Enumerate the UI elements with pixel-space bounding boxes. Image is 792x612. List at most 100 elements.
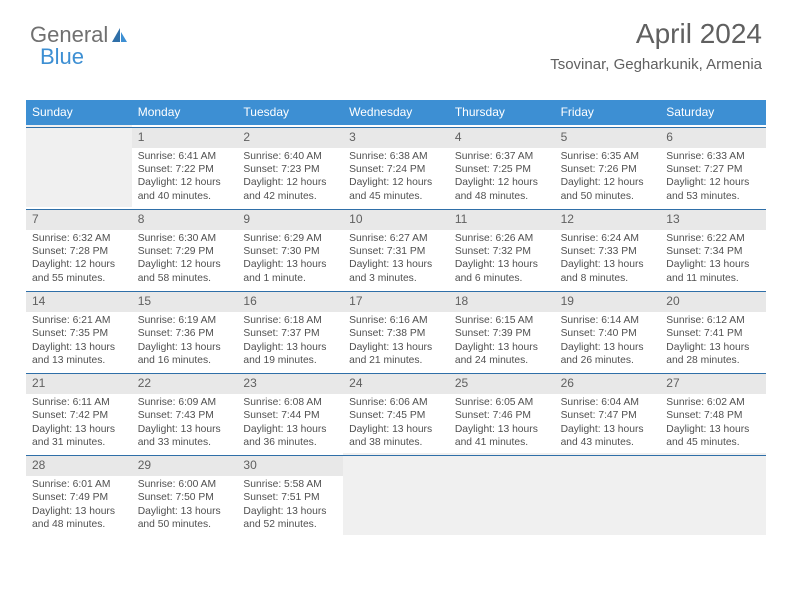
- daylight-text: Daylight: 13 hours: [561, 258, 655, 271]
- empty-cell: [555, 453, 661, 535]
- daylight-text: and 19 minutes.: [243, 354, 337, 367]
- daylight-text: and 38 minutes.: [349, 436, 443, 449]
- daylight-text: and 31 minutes.: [32, 436, 126, 449]
- sunrise-text: Sunrise: 6:37 AM: [455, 150, 549, 163]
- day-number: 18: [449, 291, 555, 312]
- daylight-text: Daylight: 12 hours: [455, 176, 549, 189]
- day-cell: 25Sunrise: 6:05 AMSunset: 7:46 PMDayligh…: [449, 371, 555, 453]
- day-cell: 30Sunrise: 5:58 AMSunset: 7:51 PMDayligh…: [237, 453, 343, 535]
- sunset-text: Sunset: 7:32 PM: [455, 245, 549, 258]
- daylight-text: Daylight: 13 hours: [349, 258, 443, 271]
- day-cell: 29Sunrise: 6:00 AMSunset: 7:50 PMDayligh…: [132, 453, 238, 535]
- sunrise-text: Sunrise: 6:35 AM: [561, 150, 655, 163]
- weekday-header-row: SundayMondayTuesdayWednesdayThursdayFrid…: [26, 100, 766, 125]
- daylight-text: and 13 minutes.: [32, 354, 126, 367]
- day-number: 28: [26, 455, 132, 476]
- day-number: 22: [132, 373, 238, 394]
- day-cell: 8Sunrise: 6:30 AMSunset: 7:29 PMDaylight…: [132, 207, 238, 289]
- sunset-text: Sunset: 7:29 PM: [138, 245, 232, 258]
- day-number: 16: [237, 291, 343, 312]
- daylight-text: Daylight: 12 hours: [243, 176, 337, 189]
- day-number: 8: [132, 209, 238, 230]
- page-header: April 2024 Tsovinar, Gegharkunik, Armeni…: [550, 18, 762, 73]
- daylight-text: Daylight: 12 hours: [32, 258, 126, 271]
- sunset-text: Sunset: 7:28 PM: [32, 245, 126, 258]
- weekday-header: Friday: [555, 100, 661, 125]
- sunset-text: Sunset: 7:40 PM: [561, 327, 655, 340]
- daylight-text: and 21 minutes.: [349, 354, 443, 367]
- day-cell: 16Sunrise: 6:18 AMSunset: 7:37 PMDayligh…: [237, 289, 343, 371]
- day-cell: 21Sunrise: 6:11 AMSunset: 7:42 PMDayligh…: [26, 371, 132, 453]
- weekday-header: Saturday: [660, 100, 766, 125]
- sunrise-text: Sunrise: 6:04 AM: [561, 396, 655, 409]
- sunset-text: Sunset: 7:34 PM: [666, 245, 760, 258]
- sunset-text: Sunset: 7:26 PM: [561, 163, 655, 176]
- day-number: 5: [555, 127, 661, 148]
- day-cell: 11Sunrise: 6:26 AMSunset: 7:32 PMDayligh…: [449, 207, 555, 289]
- sunset-text: Sunset: 7:25 PM: [455, 163, 549, 176]
- daylight-text: and 26 minutes.: [561, 354, 655, 367]
- daylight-text: Daylight: 13 hours: [349, 423, 443, 436]
- sunset-text: Sunset: 7:41 PM: [666, 327, 760, 340]
- sunrise-text: Sunrise: 6:32 AM: [32, 232, 126, 245]
- day-number: 21: [26, 373, 132, 394]
- daylight-text: Daylight: 12 hours: [138, 258, 232, 271]
- day-cell: 28Sunrise: 6:01 AMSunset: 7:49 PMDayligh…: [26, 453, 132, 535]
- empty-daynum: [26, 127, 132, 148]
- daylight-text: and 3 minutes.: [349, 272, 443, 285]
- sunset-text: Sunset: 7:45 PM: [349, 409, 443, 422]
- day-cell: 24Sunrise: 6:06 AMSunset: 7:45 PMDayligh…: [343, 371, 449, 453]
- daylight-text: Daylight: 12 hours: [349, 176, 443, 189]
- day-cell: 20Sunrise: 6:12 AMSunset: 7:41 PMDayligh…: [660, 289, 766, 371]
- day-cell: 26Sunrise: 6:04 AMSunset: 7:47 PMDayligh…: [555, 371, 661, 453]
- sunrise-text: Sunrise: 6:27 AM: [349, 232, 443, 245]
- daylight-text: Daylight: 13 hours: [138, 341, 232, 354]
- day-number: 17: [343, 291, 449, 312]
- empty-cell: [343, 453, 449, 535]
- month-title: April 2024: [550, 18, 762, 50]
- day-cell: 23Sunrise: 6:08 AMSunset: 7:44 PMDayligh…: [237, 371, 343, 453]
- day-cell: 12Sunrise: 6:24 AMSunset: 7:33 PMDayligh…: [555, 207, 661, 289]
- daylight-text: Daylight: 12 hours: [561, 176, 655, 189]
- daylight-text: and 11 minutes.: [666, 272, 760, 285]
- day-number: 20: [660, 291, 766, 312]
- day-number: 27: [660, 373, 766, 394]
- daylight-text: and 53 minutes.: [666, 190, 760, 203]
- day-number: 24: [343, 373, 449, 394]
- sunrise-text: Sunrise: 6:05 AM: [455, 396, 549, 409]
- week-row: 21Sunrise: 6:11 AMSunset: 7:42 PMDayligh…: [26, 371, 766, 453]
- daylight-text: Daylight: 13 hours: [138, 423, 232, 436]
- weekday-header: Thursday: [449, 100, 555, 125]
- sunrise-text: Sunrise: 6:15 AM: [455, 314, 549, 327]
- empty-cell: [660, 453, 766, 535]
- day-cell: 6Sunrise: 6:33 AMSunset: 7:27 PMDaylight…: [660, 125, 766, 207]
- daylight-text: and 43 minutes.: [561, 436, 655, 449]
- sunset-text: Sunset: 7:51 PM: [243, 491, 337, 504]
- day-cell: 7Sunrise: 6:32 AMSunset: 7:28 PMDaylight…: [26, 207, 132, 289]
- day-number: 1: [132, 127, 238, 148]
- day-number: 14: [26, 291, 132, 312]
- daylight-text: Daylight: 13 hours: [349, 341, 443, 354]
- weekday-header: Tuesday: [237, 100, 343, 125]
- day-cell: 18Sunrise: 6:15 AMSunset: 7:39 PMDayligh…: [449, 289, 555, 371]
- daylight-text: Daylight: 13 hours: [243, 505, 337, 518]
- day-cell: 1Sunrise: 6:41 AMSunset: 7:22 PMDaylight…: [132, 125, 238, 207]
- daylight-text: and 6 minutes.: [455, 272, 549, 285]
- sunset-text: Sunset: 7:27 PM: [666, 163, 760, 176]
- calendar-grid: SundayMondayTuesdayWednesdayThursdayFrid…: [26, 100, 766, 535]
- sunset-text: Sunset: 7:46 PM: [455, 409, 549, 422]
- day-number: 9: [237, 209, 343, 230]
- daylight-text: Daylight: 13 hours: [666, 341, 760, 354]
- weekday-header: Sunday: [26, 100, 132, 125]
- sunset-text: Sunset: 7:22 PM: [138, 163, 232, 176]
- daylight-text: and 24 minutes.: [455, 354, 549, 367]
- day-number: 2: [237, 127, 343, 148]
- daylight-text: and 55 minutes.: [32, 272, 126, 285]
- empty-daynum: [449, 455, 555, 476]
- daylight-text: Daylight: 13 hours: [243, 258, 337, 271]
- sunset-text: Sunset: 7:30 PM: [243, 245, 337, 258]
- daylight-text: and 36 minutes.: [243, 436, 337, 449]
- sunset-text: Sunset: 7:49 PM: [32, 491, 126, 504]
- day-number: 29: [132, 455, 238, 476]
- day-cell: 4Sunrise: 6:37 AMSunset: 7:25 PMDaylight…: [449, 125, 555, 207]
